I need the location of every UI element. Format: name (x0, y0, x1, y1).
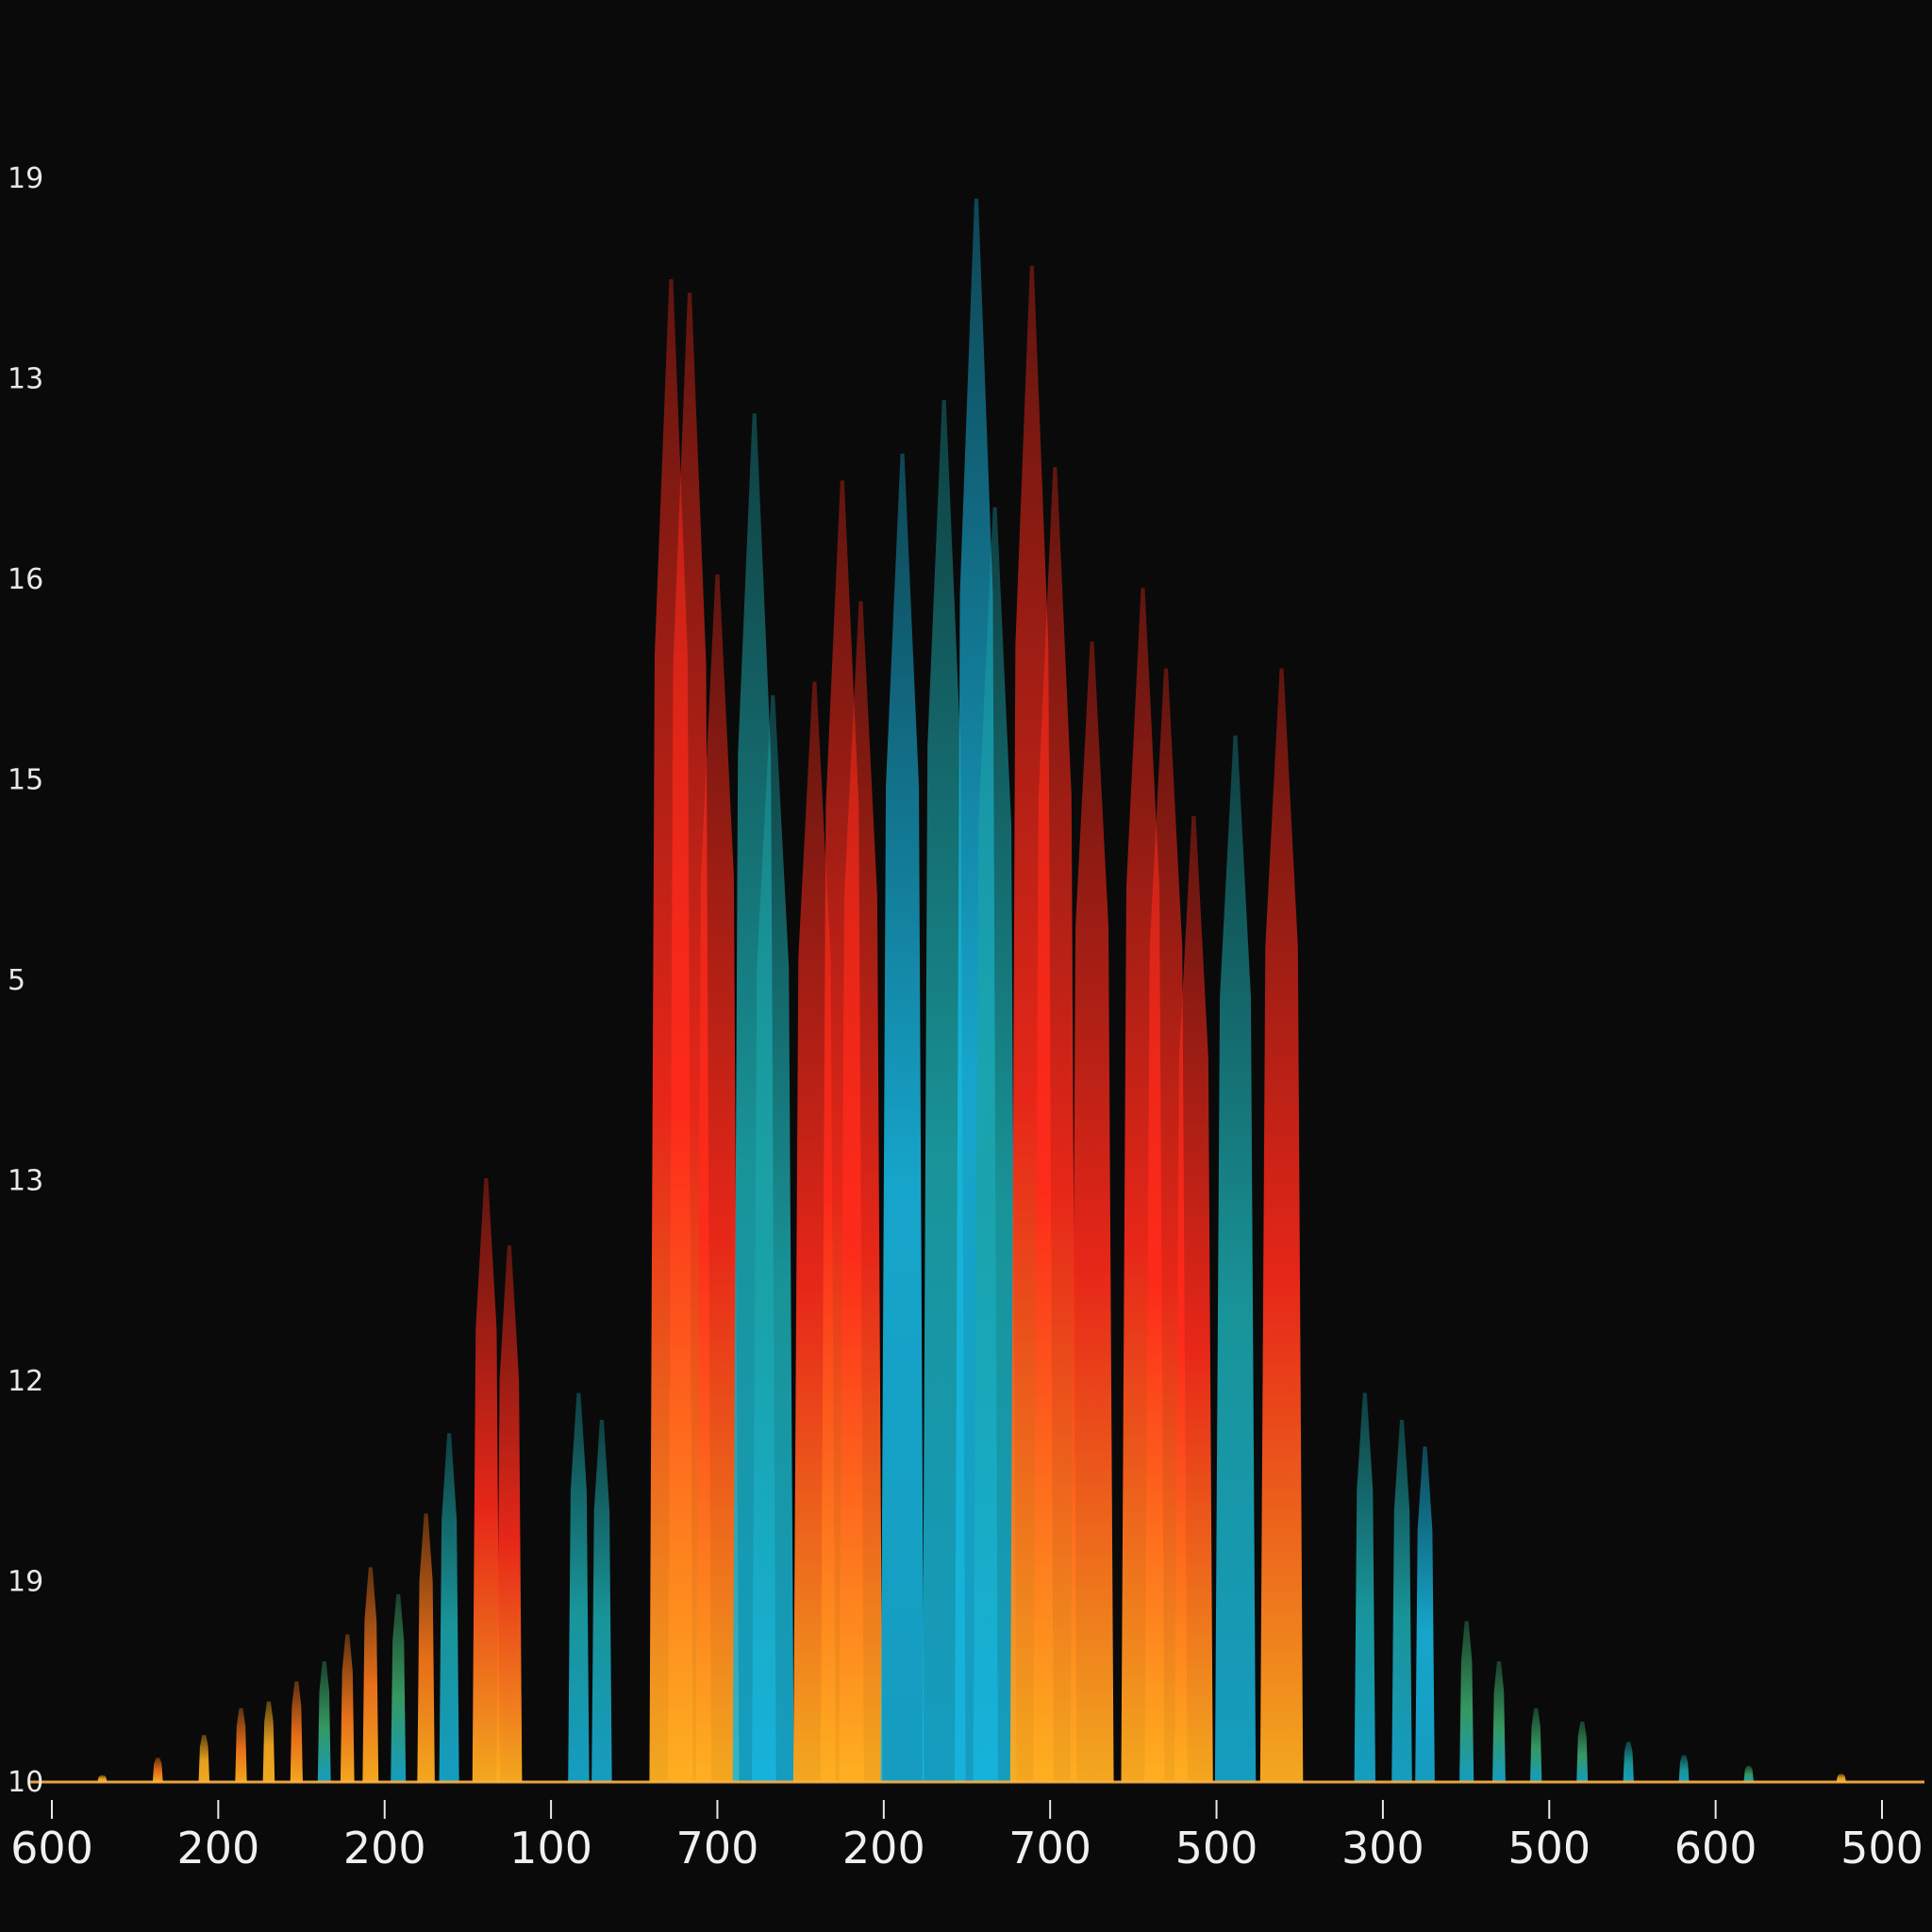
spectrum-bar (340, 1634, 355, 1782)
spectrum-bar (1743, 1765, 1754, 1782)
x-tick-label: 500 (1840, 1823, 1924, 1874)
spectrum-bar (752, 694, 794, 1782)
spectrum-bar (262, 1701, 275, 1782)
y-tick-label: 13 (8, 1164, 43, 1197)
spectrum-bar (472, 1177, 500, 1782)
spectrum-bar (695, 574, 740, 1782)
spectrum-bar (1391, 1419, 1412, 1782)
x-tick-label: 200 (176, 1823, 259, 1874)
y-tick-label: 19 (8, 162, 43, 195)
spectrum-bar (880, 453, 924, 1782)
spectrum-bar (1836, 1774, 1846, 1782)
spectrum-bar (1459, 1621, 1474, 1782)
spectrum-bar (1033, 467, 1077, 1783)
y-axis: 10 19 12 13 5 15 16 13 19 (8, 162, 43, 1799)
spectrum-bar (839, 601, 883, 1783)
y-tick-label: 15 (8, 763, 43, 796)
y-tick-label: 12 (8, 1365, 43, 1398)
spectrum-bar (496, 1245, 523, 1782)
spectrum-bar (1492, 1660, 1506, 1782)
spectrum-bar (1530, 1707, 1542, 1782)
x-tick-label: 700 (676, 1823, 759, 1874)
spectrum-bar (152, 1757, 163, 1782)
spectrum-bar (391, 1593, 407, 1782)
spectrum-bar (1415, 1446, 1435, 1782)
y-tick-label: 5 (8, 964, 25, 997)
y-tick-label: 19 (8, 1565, 43, 1598)
y-tick-label: 10 (8, 1766, 43, 1799)
spectrum-bar (417, 1513, 435, 1782)
x-axis: 600 200 200 100 700 200 700 500 300 500 600 500 (10, 1800, 1924, 1874)
y-tick-label: 13 (8, 362, 43, 395)
spectrum-bar (1174, 815, 1213, 1782)
spectrum-bar (1259, 668, 1304, 1782)
spectrum-bar (1214, 735, 1257, 1782)
bars-layer (97, 198, 1846, 1783)
spectrum-bar (973, 507, 1017, 1783)
spectrum-bar (1576, 1721, 1589, 1782)
y-tick-label: 16 (8, 563, 43, 596)
spectrum-bar (439, 1433, 459, 1782)
spectrum-bar (1678, 1755, 1690, 1782)
x-tick-label: 600 (10, 1823, 93, 1874)
x-tick-label: 200 (343, 1823, 426, 1874)
spectrum-bar (362, 1567, 379, 1782)
spectrum-bar (1354, 1392, 1375, 1782)
spectrum-bar (198, 1735, 210, 1782)
x-tick-label: 600 (1674, 1823, 1757, 1874)
spectrum-bar (591, 1419, 612, 1782)
spectrum-bar (1070, 641, 1114, 1782)
spectrum-bar (1623, 1741, 1634, 1782)
spectrum-bar (922, 400, 966, 1782)
spectrum-bar (290, 1681, 303, 1782)
x-tick-label: 500 (1507, 1823, 1591, 1874)
spectrum-bar (317, 1660, 331, 1782)
x-tick-label: 300 (1341, 1823, 1424, 1874)
x-tick-label: 100 (509, 1823, 592, 1874)
x-tick-label: 500 (1175, 1823, 1258, 1874)
spectrum-bar (235, 1707, 247, 1782)
spectrum-bar (97, 1774, 108, 1782)
spectrum-bar (568, 1392, 590, 1782)
x-tick-label: 200 (842, 1823, 925, 1874)
x-tick-label: 700 (1008, 1823, 1091, 1874)
